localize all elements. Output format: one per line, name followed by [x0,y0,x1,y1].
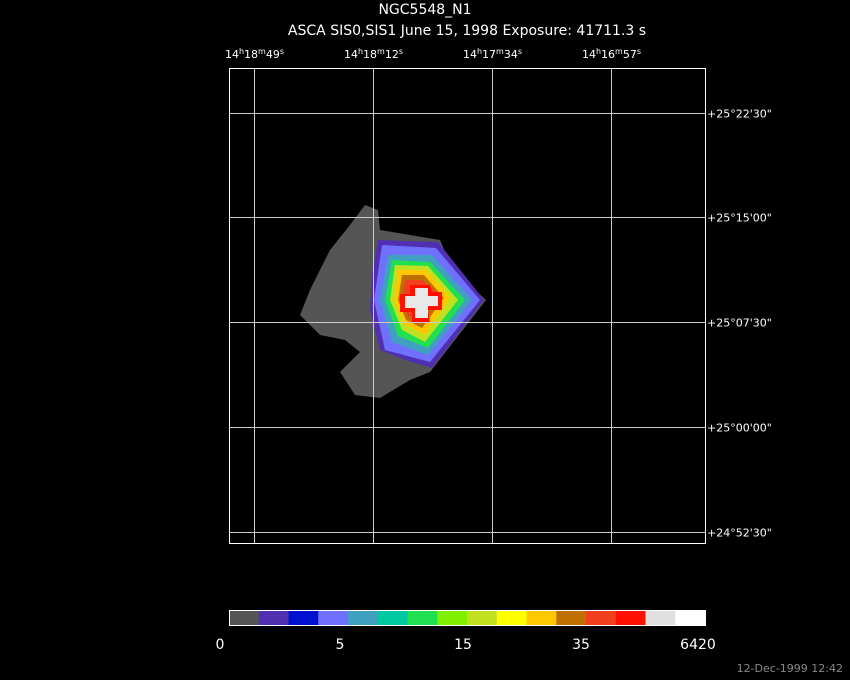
colorbar-cell [377,611,408,625]
colorbar-label: 5 [336,637,345,653]
colorbar-cell [437,611,468,625]
dec-label: +25°07'30" [707,317,772,330]
colorbar-cell [229,611,260,625]
colorbar-cell [467,611,498,625]
colorbar-cell [675,611,706,625]
ra-label: 14h18m12s [344,47,403,62]
colorbar-cell [258,611,289,625]
colorbar-frame [229,610,706,626]
colorbar-label: 15 [454,637,472,653]
ra-label: 14h18m49s [225,47,284,62]
source-image [300,205,486,398]
colorbar-cell [586,611,617,625]
colorbar-cell [407,611,438,625]
colorbar-label: 0 [216,637,225,653]
colorbar-cell [645,611,676,625]
colorbar-label: 35 [572,637,590,653]
dec-label: +25°22'30" [707,108,772,121]
dec-label: +25°00'00" [707,422,772,435]
colorbar-cell [288,611,319,625]
dec-label: +24°52'30" [707,527,772,540]
timestamp: 12-Dec-1999 12:42 [737,662,843,675]
dec-label: +25°15'00" [707,212,772,225]
colorbar-cell [556,611,587,625]
colorbar-cell [615,611,646,625]
title: NGC5548_N1 [378,2,471,18]
plot-frame [229,68,706,544]
colorbar-cell [496,611,527,625]
colorbar-label: 6420 [680,637,716,653]
colorbar-cell [318,611,349,625]
ra-label: 14h17m34s [463,47,522,62]
colorbar-cell [526,611,557,625]
colorbar-cell [348,611,379,625]
subtitle: ASCA SIS0,SIS1 June 15, 1998 Exposure: 4… [288,23,646,39]
ra-label: 14h16m57s [582,47,641,62]
